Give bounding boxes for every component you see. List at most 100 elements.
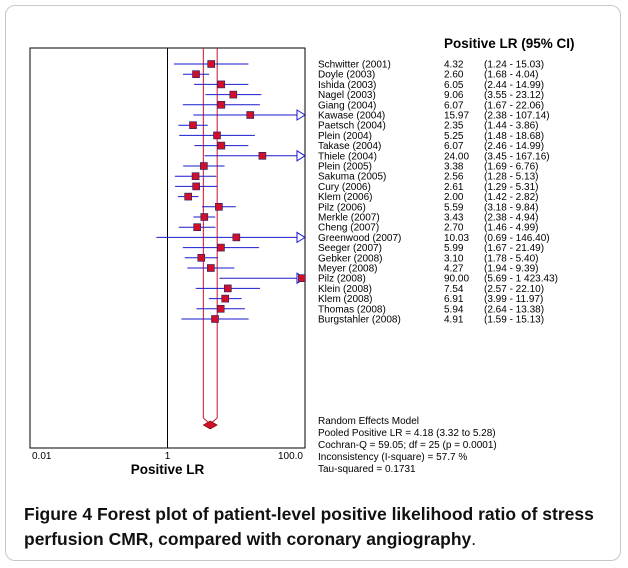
study-label: Cury (2006) — [318, 182, 371, 193]
study-ci-value: (1.24 - 15.03) — [484, 60, 544, 71]
x-axis-label: Positive LR — [131, 462, 205, 477]
point-estimate-marker — [217, 243, 225, 252]
study-ci-value: (3.18 - 9.84) — [484, 202, 538, 213]
study-lr-value: 7.54 — [444, 284, 464, 295]
ci-overflow-arrow — [296, 149, 306, 162]
point-estimate-marker — [192, 70, 200, 78]
study-ci-value: (2.44 - 14.99) — [484, 80, 544, 91]
study-lr-value: 2.60 — [444, 70, 464, 81]
figure-frame — [5, 5, 621, 561]
point-estimate-marker — [258, 152, 267, 160]
study-ci-value: (1.28 - 5.13) — [484, 172, 538, 183]
study-label: Plein (2004) — [318, 131, 372, 142]
study-label: Greenwood (2007) — [318, 233, 401, 244]
study-ci-value: (1.69 - 6.76) — [484, 162, 538, 173]
study-lr-value: 15.97 — [444, 111, 469, 122]
summary-statistic: Inconsistency (I-square) = 57.7 % — [318, 452, 467, 463]
study-label: Klem (2006) — [318, 192, 372, 203]
x-tick-label: 100.0 — [278, 451, 303, 462]
study-ci-value: (2.38 - 107.14) — [484, 111, 550, 122]
figure-caption: Figure 4 Forest plot of patient-level po… — [24, 502, 614, 552]
study-ci-value: (2.38 - 4.94) — [484, 213, 538, 224]
study-ci-value: (1.67 - 22.06) — [484, 100, 544, 111]
pooled-estimate-diamond — [202, 420, 218, 430]
study-lr-value: 4.27 — [444, 264, 464, 275]
study-lr-value: 6.05 — [444, 80, 464, 91]
point-estimate-marker — [217, 80, 226, 89]
caption-text: Forest plot of patient-level positive li… — [24, 504, 594, 549]
caption-period: . — [471, 529, 477, 549]
study-lr-value: 2.61 — [444, 182, 464, 193]
study-label: Klem (2008) — [318, 294, 372, 305]
study-lr-value: 3.43 — [444, 213, 464, 224]
summary-statistic: Pooled Positive LR = 4.18 (3.32 to 5.28) — [318, 428, 496, 439]
point-estimate-marker — [232, 233, 241, 242]
study-ci-value: (5.69 - 1 423.43) — [484, 274, 558, 285]
study-ci-value: (1.48 - 18.68) — [484, 131, 544, 142]
study-ci-value: (3.45 - 167.16) — [484, 151, 550, 162]
study-ci-value: (1.67 - 21.49) — [484, 243, 544, 254]
point-estimate-marker — [298, 274, 306, 283]
study-lr-value: 3.10 — [444, 253, 464, 264]
study-ci-value: (1.78 - 5.40) — [484, 253, 538, 264]
study-label: Kawase (2004) — [318, 111, 385, 122]
study-label: Ishida (2003) — [318, 80, 376, 91]
study-ci-value: (1.68 - 4.04) — [484, 70, 538, 81]
study-label: Thiele (2004) — [318, 151, 377, 162]
column-header: Positive LR (95% CI) — [444, 36, 575, 51]
summary-statistic: Tau-squared = 0.1731 — [318, 464, 416, 475]
study-ci-value: (3.55 - 23.12) — [484, 90, 544, 101]
study-lr-value: 2.70 — [444, 223, 464, 234]
point-estimate-marker — [200, 213, 209, 221]
study-label: Pilz (2006) — [318, 202, 366, 213]
study-ci-value: (1.44 - 3.86) — [484, 121, 538, 132]
study-ci-value: (2.57 - 22.10) — [484, 284, 544, 295]
point-estimate-marker — [217, 101, 226, 109]
study-lr-value: 10.03 — [444, 233, 469, 244]
point-estimate-marker — [213, 131, 221, 140]
study-ci-value: (2.46 - 14.99) — [484, 141, 544, 152]
study-lr-value: 6.07 — [444, 100, 464, 111]
x-tick-label: 1 — [165, 451, 171, 462]
study-label: Pilz (2008) — [318, 274, 366, 285]
ci-overflow-arrow — [296, 109, 306, 121]
study-lr-value: 2.35 — [444, 121, 464, 132]
study-label: Klein (2008) — [318, 284, 372, 295]
point-estimate-marker — [189, 121, 197, 129]
study-ci-value: (1.94 - 9.39) — [484, 264, 538, 275]
point-estimate-marker — [215, 203, 223, 211]
study-label: Meyer (2008) — [318, 264, 377, 275]
study-label: Giang (2004) — [318, 100, 376, 111]
study-ci-value: (0.69 - 146.40) — [484, 233, 550, 244]
study-ci-value: (3.99 - 11.97) — [484, 294, 543, 305]
study-ci-value: (2.64 - 13.38) — [484, 304, 544, 315]
point-estimate-marker — [216, 304, 225, 313]
point-estimate-marker — [211, 315, 219, 323]
point-estimate-marker — [197, 254, 206, 262]
study-ci-value: (1.46 - 4.99) — [484, 223, 538, 234]
point-estimate-marker — [224, 284, 232, 293]
study-lr-value: 6.91 — [444, 294, 464, 305]
study-lr-value: 5.94 — [444, 304, 464, 315]
summary-statistic: Random Effects Model — [318, 416, 419, 427]
point-estimate-marker — [200, 162, 208, 170]
study-lr-value: 90.00 — [444, 274, 469, 285]
study-label: Burgstahler (2008) — [318, 315, 401, 326]
study-label: Doyle (2003) — [318, 70, 375, 81]
point-estimate-marker — [192, 182, 200, 191]
point-estimate-marker — [246, 111, 255, 119]
study-lr-value: 9.06 — [444, 90, 464, 101]
study-label: Seeger (2007) — [318, 243, 382, 254]
point-estimate-marker — [217, 141, 226, 150]
point-estimate-marker — [193, 223, 201, 231]
caption-label: Figure 4 — [24, 504, 93, 524]
point-estimate-marker — [207, 60, 215, 68]
study-ci-value: (1.29 - 5.31) — [484, 182, 538, 193]
point-estimate-marker — [221, 294, 230, 303]
study-lr-value: 2.00 — [444, 192, 464, 203]
study-lr-value: 4.32 — [444, 60, 464, 71]
study-lr-value: 6.07 — [444, 141, 464, 152]
study-label: Gebker (2008) — [318, 253, 382, 264]
study-label: Plein (2005) — [318, 162, 372, 173]
study-lr-value: 5.99 — [444, 243, 464, 254]
